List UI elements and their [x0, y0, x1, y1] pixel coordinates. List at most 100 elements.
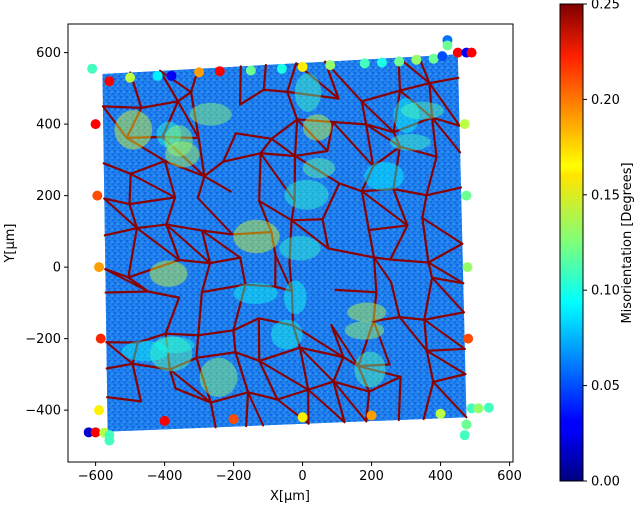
scatter-point [376, 57, 387, 68]
grain-boundary [286, 90, 299, 121]
grain-boundary [129, 159, 167, 175]
grain-boundary [290, 199, 296, 222]
x-axis-label: X[μm] [270, 489, 310, 504]
grain-boundary [425, 347, 466, 352]
grain-highlight [233, 282, 278, 304]
grain-boundary [360, 165, 375, 193]
grain-boundary [427, 261, 465, 285]
grain-boundary [398, 82, 431, 92]
grain-boundary [360, 190, 370, 232]
grain-boundary [331, 120, 375, 168]
grain-boundary [103, 197, 138, 230]
grain-boundary [161, 135, 200, 140]
colorbar-tick-label: 0.15 [591, 188, 620, 203]
plot-area [83, 35, 494, 446]
grain-boundary [327, 247, 376, 259]
grain-boundary [286, 62, 298, 93]
grain-boundary [398, 89, 434, 119]
scatter-point [94, 405, 105, 416]
grain-boundary [421, 216, 430, 264]
grain-boundary [176, 90, 193, 103]
grain-boundary [330, 324, 360, 368]
grain-boundary [367, 228, 376, 259]
grain-boundary [373, 256, 393, 284]
grain-boundary [234, 132, 273, 140]
grain-boundary [135, 227, 181, 261]
grain-boundary [208, 256, 242, 265]
grain-boundary [430, 116, 461, 127]
grain-boundary [258, 359, 310, 391]
grain-boundary [270, 230, 277, 257]
grain-boundary [294, 154, 341, 185]
scatter-point [194, 67, 205, 78]
grain-boundary [106, 396, 143, 403]
grain-highlight [294, 73, 322, 112]
grain-highlight [354, 351, 386, 388]
grain-boundary [432, 380, 468, 419]
grain-boundary [232, 317, 260, 332]
scatter-point [442, 40, 453, 51]
grain-boundary [125, 106, 143, 139]
colorbar-label: Misorientation [Degrees] [620, 162, 635, 323]
grain-boundary [164, 332, 171, 371]
grain-boundary [195, 351, 237, 359]
grain-boundary [262, 63, 267, 91]
grain-boundary [331, 120, 368, 126]
grain-boundary [158, 69, 180, 103]
grain-boundary [246, 391, 279, 401]
grain-boundary [239, 256, 247, 286]
scatter-point [95, 333, 106, 344]
grain-boundary [298, 346, 345, 359]
grain-boundary [425, 349, 435, 384]
x-tick-label: 0 [298, 469, 306, 484]
grain-boundary [432, 373, 467, 384]
grain-boundary [291, 324, 302, 349]
grain-boundary [360, 190, 409, 227]
grain-boundary [196, 175, 206, 200]
grain-boundary [274, 254, 293, 293]
grain-boundary [421, 194, 428, 219]
grain-boundary [127, 226, 139, 279]
grain-highlight [189, 102, 232, 126]
x-axis: −600 −400 −200 0 200 400 600 [78, 462, 522, 484]
scatter-point [297, 61, 308, 72]
grain-boundary [258, 359, 279, 401]
grain-boundary [423, 318, 466, 350]
grain-boundary [425, 349, 467, 376]
grain-boundary [234, 351, 261, 362]
grain-highlight [364, 161, 404, 191]
grain-boundaries [101, 55, 468, 429]
grain-boundary [165, 223, 211, 265]
grain-boundary [209, 401, 217, 429]
y-tick-label: 200 [36, 189, 61, 204]
grain-highlight [347, 302, 387, 322]
x-tick-label: 200 [359, 469, 384, 484]
scatter-point [428, 53, 439, 64]
scatter-point [104, 76, 115, 87]
grain-boundary [431, 276, 465, 314]
grain-boundary [425, 155, 438, 197]
y-tick-label: −400 [25, 404, 61, 419]
grain-boundary [189, 90, 200, 140]
grain-boundary [105, 341, 134, 365]
grain-boundary [105, 362, 134, 370]
grain-boundary [389, 224, 409, 261]
grain-highlight [389, 133, 431, 151]
grain-boundary [286, 90, 340, 100]
x-tick-label: 400 [428, 469, 453, 484]
grain-boundary [270, 137, 297, 157]
grain-boundary [103, 226, 139, 237]
grain-boundary [423, 311, 466, 321]
colorbar-tick-label: 0.25 [591, 0, 620, 13]
scatter-point [83, 427, 94, 438]
grain-boundary [392, 187, 409, 227]
grain-boundary [307, 380, 335, 391]
scatter-point [245, 65, 256, 76]
grain-boundary [247, 391, 265, 427]
grain-boundary [131, 362, 143, 403]
grain-boundary [357, 363, 391, 368]
grain-boundary [203, 160, 225, 178]
scatter-point [463, 333, 474, 344]
grain-boundary [147, 290, 181, 299]
